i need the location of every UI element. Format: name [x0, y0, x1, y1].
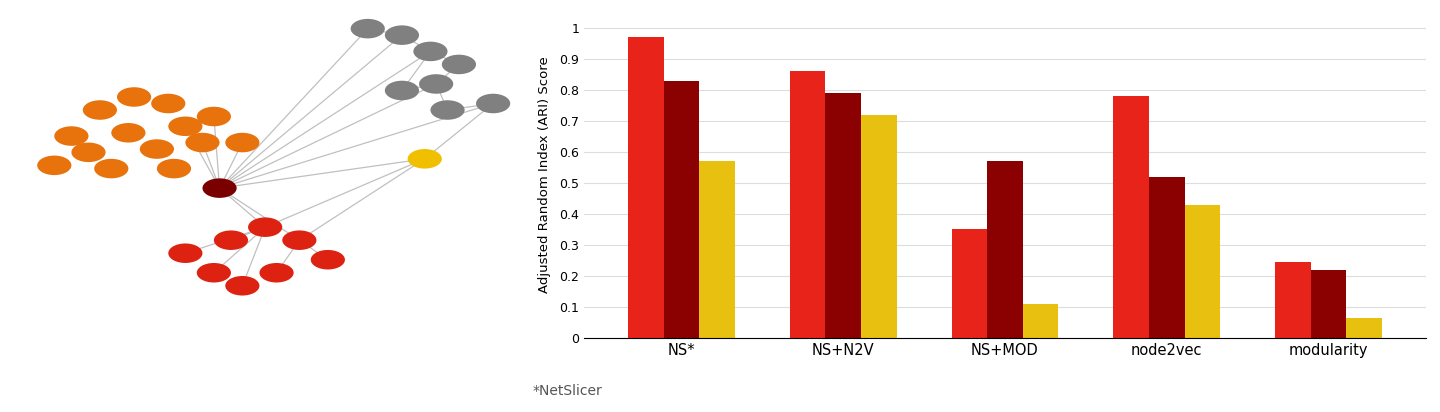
- Bar: [861, 115, 897, 338]
- Circle shape: [117, 87, 151, 107]
- Bar: [1276, 262, 1310, 338]
- Circle shape: [413, 42, 448, 61]
- Circle shape: [442, 55, 477, 74]
- Circle shape: [72, 143, 105, 162]
- Y-axis label: Adjusted Random Index (ARI) Score: Adjusted Random Index (ARI) Score: [539, 57, 552, 293]
- Circle shape: [311, 250, 346, 269]
- Circle shape: [225, 133, 259, 152]
- Circle shape: [225, 276, 259, 295]
- Circle shape: [215, 230, 248, 250]
- Circle shape: [197, 107, 230, 126]
- Circle shape: [82, 100, 117, 120]
- Circle shape: [140, 139, 174, 159]
- Circle shape: [157, 159, 192, 178]
- Bar: [628, 37, 664, 338]
- Circle shape: [203, 178, 236, 198]
- Circle shape: [55, 126, 88, 146]
- Circle shape: [168, 117, 203, 136]
- Circle shape: [168, 243, 203, 263]
- Bar: [1113, 96, 1149, 338]
- Circle shape: [197, 263, 230, 283]
- Bar: [1149, 177, 1185, 338]
- Text: *NetSlicer: *NetSlicer: [533, 384, 602, 398]
- Circle shape: [351, 19, 384, 38]
- Bar: [952, 229, 988, 338]
- Bar: [1310, 269, 1346, 338]
- Circle shape: [37, 156, 72, 175]
- Bar: [700, 161, 734, 338]
- Bar: [1185, 204, 1220, 338]
- Circle shape: [111, 123, 145, 143]
- Circle shape: [94, 159, 128, 178]
- Bar: [664, 81, 700, 338]
- Bar: [1022, 304, 1058, 338]
- Bar: [1346, 318, 1382, 338]
- Bar: [988, 161, 1022, 338]
- Circle shape: [259, 263, 294, 283]
- Circle shape: [248, 218, 282, 237]
- Circle shape: [151, 94, 186, 113]
- Circle shape: [282, 230, 317, 250]
- Circle shape: [477, 94, 510, 113]
- Bar: [825, 93, 861, 338]
- Circle shape: [419, 74, 454, 94]
- Circle shape: [186, 133, 219, 152]
- Circle shape: [408, 149, 442, 169]
- Bar: [789, 71, 825, 338]
- Circle shape: [431, 100, 465, 120]
- Circle shape: [384, 26, 419, 45]
- Circle shape: [384, 81, 419, 100]
